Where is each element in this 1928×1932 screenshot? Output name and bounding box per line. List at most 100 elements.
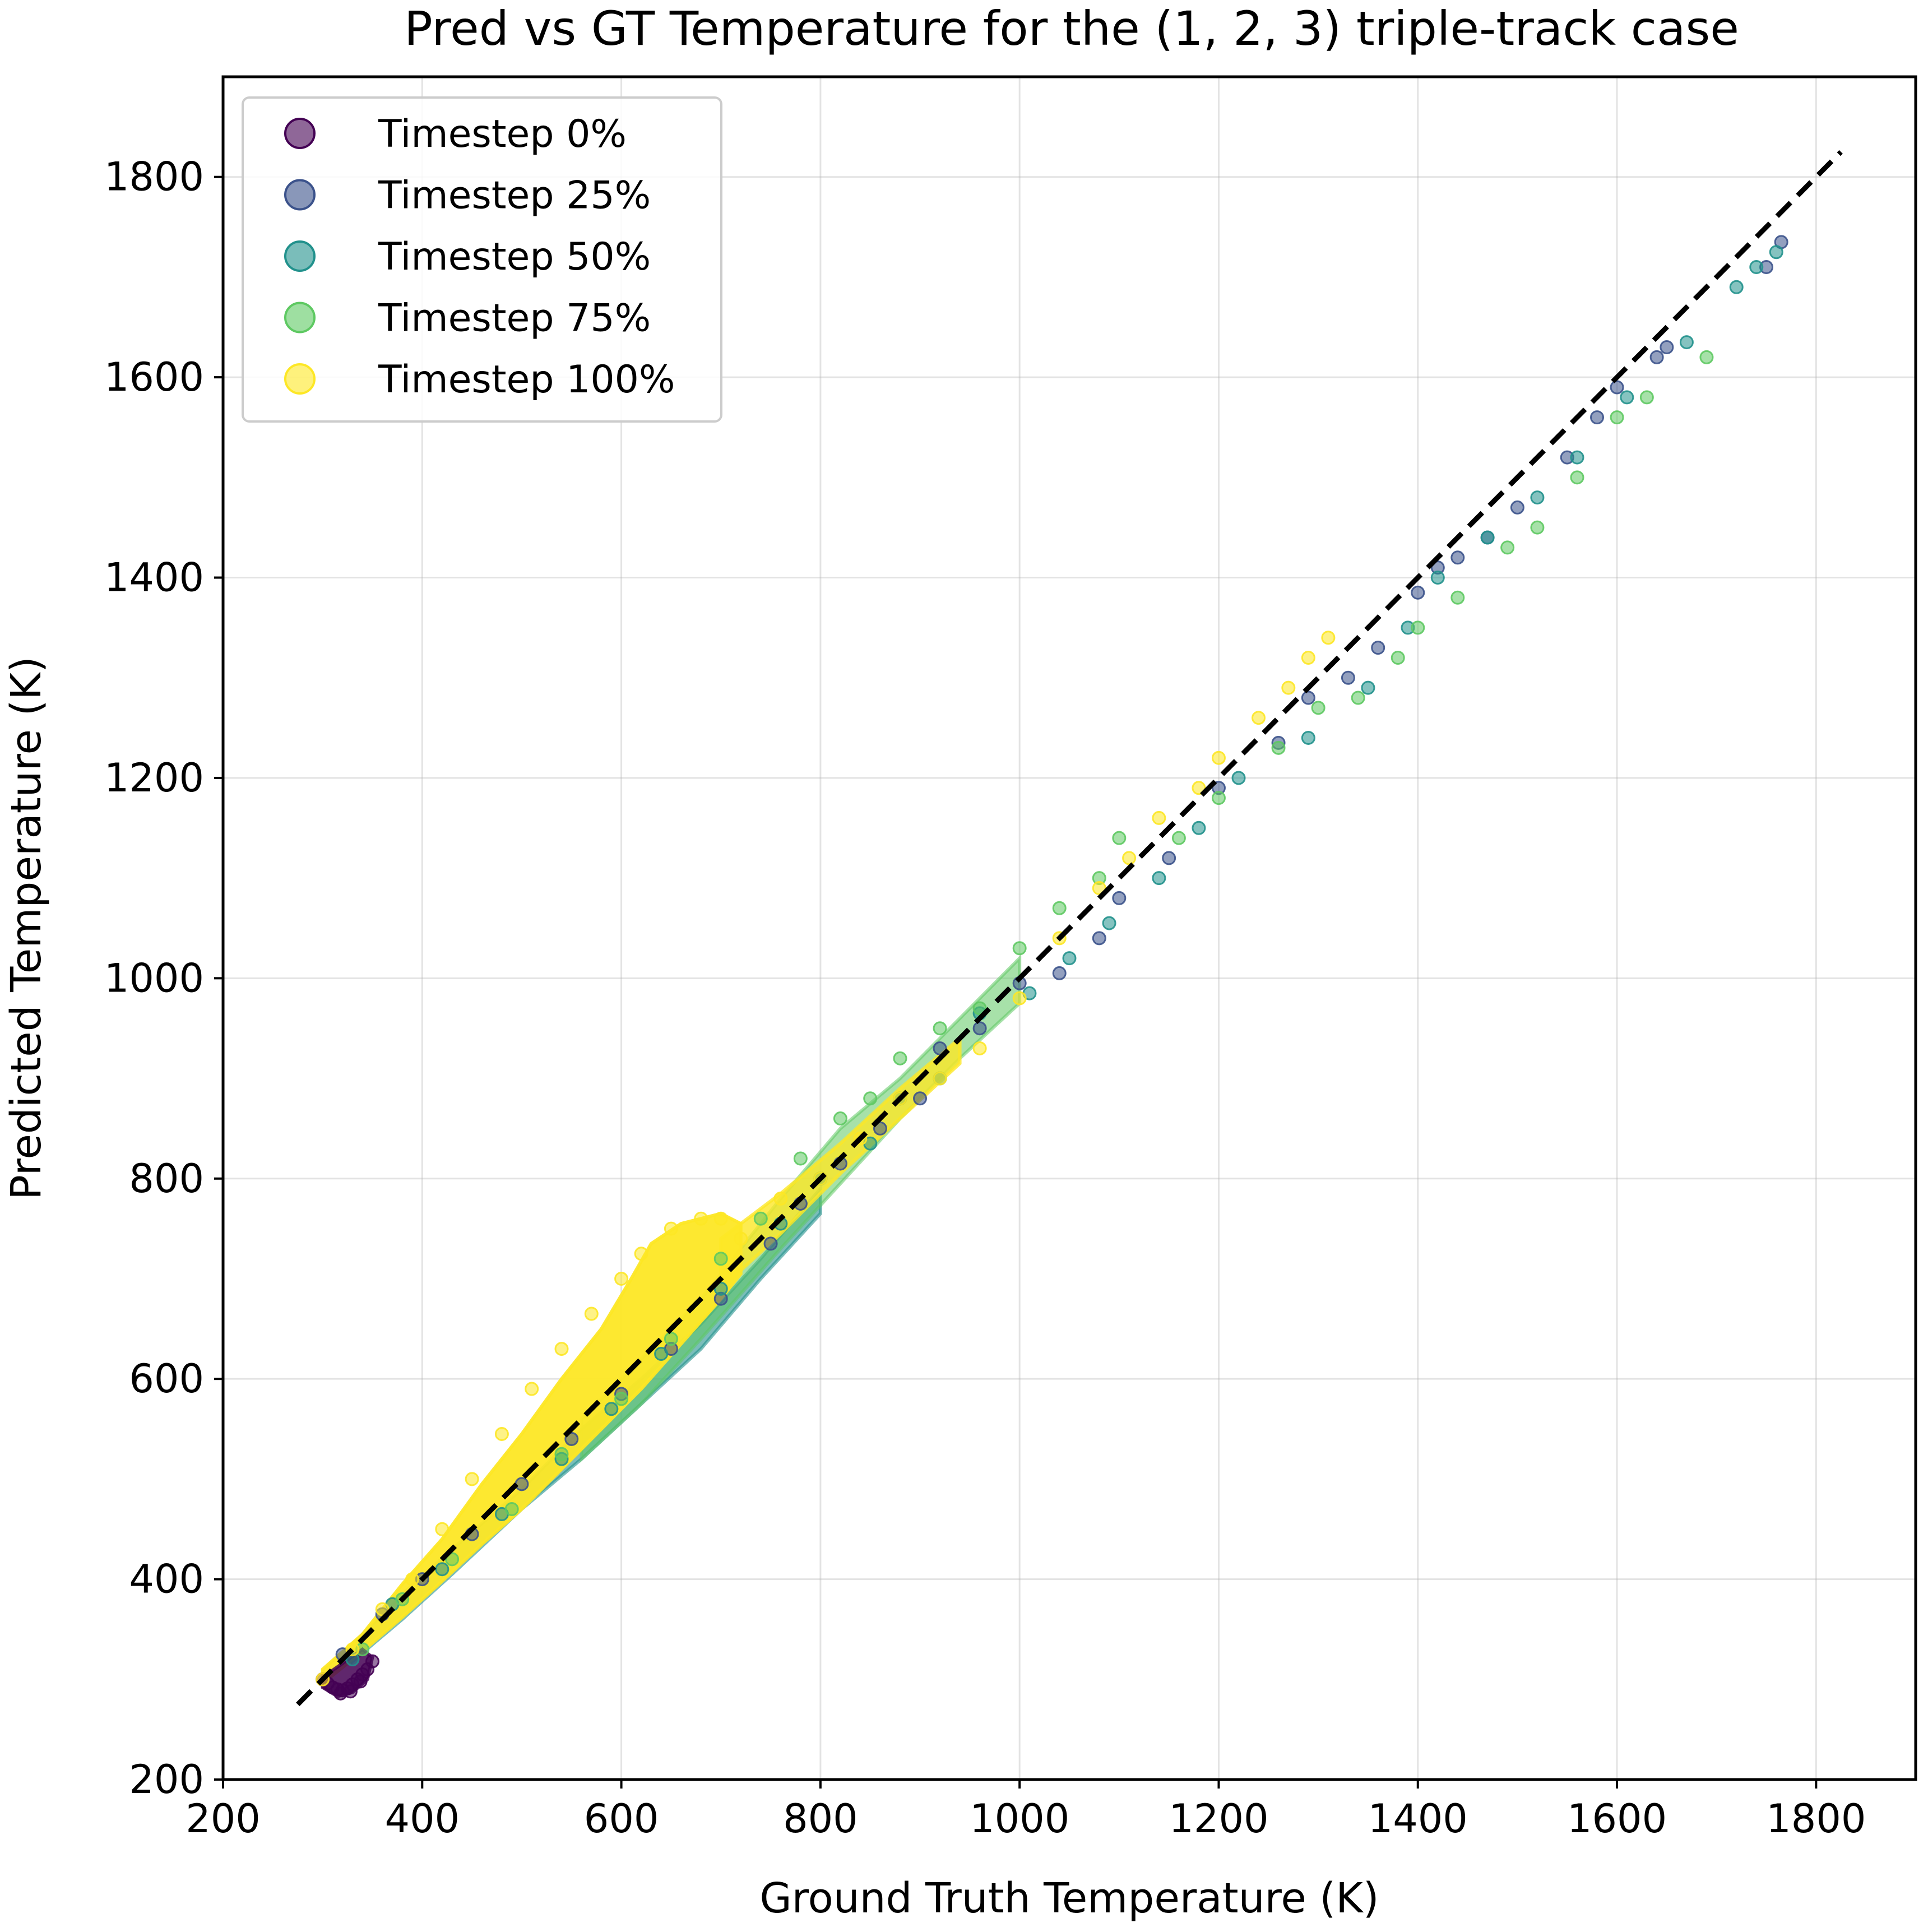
scatter-point-series-2 xyxy=(1729,280,1744,294)
legend-box xyxy=(242,96,722,423)
scatter-point-series-2 xyxy=(604,1402,619,1416)
scatter-point-series-1 xyxy=(873,1121,887,1136)
scatter-point-series-1 xyxy=(1510,500,1524,515)
scatter-point-series-1 xyxy=(972,1021,987,1036)
legend-label: Timestep 50% xyxy=(378,235,651,279)
scatter-point-series-4 xyxy=(465,1472,479,1486)
scatter-point-series-1 xyxy=(913,1091,928,1106)
scatter-point-series-3 xyxy=(1570,470,1584,485)
scatter-point-series-2 xyxy=(1192,821,1206,835)
y-tick-label: 1200 xyxy=(104,755,204,801)
scatter-point-series-4 xyxy=(614,1271,629,1286)
scatter-point-series-1 xyxy=(1301,691,1315,705)
x-tick-label: 400 xyxy=(384,1796,460,1842)
scatter-point-series-4 xyxy=(375,1602,390,1616)
scatter-point-series-2 xyxy=(1620,390,1634,405)
scatter-point-series-3 xyxy=(1639,390,1654,405)
scatter-point-series-4 xyxy=(734,1231,748,1246)
scatter-point-series-4 xyxy=(1252,711,1266,725)
scatter-point-series-4 xyxy=(1152,810,1166,825)
scatter-point-series-1 xyxy=(1371,641,1385,655)
scatter-point-series-2 xyxy=(1530,490,1545,505)
y-tick-label: 600 xyxy=(129,1356,204,1402)
scatter-point-series-3 xyxy=(893,1051,907,1065)
scatter-point-series-3 xyxy=(972,1001,987,1016)
scatter-point-series-1 xyxy=(515,1477,529,1491)
scatter-point-series-2 xyxy=(1430,571,1445,585)
scatter-point-series-4 xyxy=(694,1211,708,1226)
scatter-point-series-1 xyxy=(1590,410,1605,425)
scatter-points xyxy=(316,235,1788,1701)
scatter-point-series-3 xyxy=(1052,901,1067,915)
y-tick-label: 1600 xyxy=(104,354,204,400)
scatter-point-series-1 xyxy=(1112,891,1127,905)
scatter-point-series-1 xyxy=(1341,670,1355,685)
scatter-point-series-4 xyxy=(972,1041,987,1055)
y-tick-label: 200 xyxy=(129,1757,204,1803)
legend-label: Timestep 0% xyxy=(378,112,627,156)
scatter-point-series-3 xyxy=(1012,941,1027,956)
scatter-point-series-2 xyxy=(1679,335,1694,350)
scatter-point-series-2 xyxy=(1152,871,1166,886)
legend-label: Timestep 25% xyxy=(378,174,651,218)
scatter-point-series-4 xyxy=(664,1221,678,1236)
legend-marker xyxy=(284,118,316,149)
scatter-point-series-3 xyxy=(554,1447,569,1461)
scatter-point-series-2 xyxy=(1301,730,1315,745)
y-tick-label: 1800 xyxy=(104,154,204,200)
scatter-point-series-3 xyxy=(1500,540,1515,555)
scatter-point-series-4 xyxy=(1092,881,1106,896)
scatter-point-series-0 xyxy=(353,1674,368,1689)
scatter-point-series-0 xyxy=(343,1684,358,1699)
y-tick-label: 400 xyxy=(129,1556,204,1602)
scatter-point-series-3 xyxy=(713,1252,728,1266)
scatter-point-series-3 xyxy=(664,1332,678,1346)
identity-reference-line xyxy=(296,150,1843,1707)
scatter-point-series-3 xyxy=(1411,620,1425,635)
x-axis-ticks: 200 400 600 800 1000 1200 1400 1600 1800 xyxy=(186,1780,1866,1842)
x-tick-label: 1800 xyxy=(1766,1796,1866,1842)
y-axis-ticks: 200 400 600 800 1000 1200 1400 1600 1800 xyxy=(104,154,223,1803)
x-tick-label: 1600 xyxy=(1567,1796,1667,1842)
scatter-point-series-4 xyxy=(1012,991,1027,1006)
scatter-point-series-2 xyxy=(1570,450,1584,465)
scatter-point-series-4 xyxy=(494,1426,509,1441)
x-tick-label: 600 xyxy=(584,1796,659,1842)
scatter-point-series-2 xyxy=(1749,260,1764,275)
scatter-point-series-4 xyxy=(1321,631,1336,645)
scatter-point-series-1 xyxy=(564,1431,579,1446)
scatter-point-series-3 xyxy=(1450,590,1465,605)
scatter-point-series-4 xyxy=(435,1522,449,1536)
scatter-point-series-3 xyxy=(793,1151,808,1166)
y-tick-label: 800 xyxy=(129,1156,204,1202)
legend-marker xyxy=(284,363,316,395)
scatter-point-series-3 xyxy=(1391,650,1405,665)
scatter-point-series-3 xyxy=(504,1502,519,1516)
scatter-point-series-3 xyxy=(1311,701,1326,715)
scatter-point-series-4 xyxy=(1122,851,1137,865)
x-tick-label: 1400 xyxy=(1368,1796,1468,1842)
scatter-point-series-3 xyxy=(1610,410,1624,425)
legend: Timestep 0% Timestep 25% Timestep 50% Times… xyxy=(242,96,722,423)
scatter-point-series-2 xyxy=(1231,771,1246,785)
scatter-point-series-3 xyxy=(1171,831,1186,845)
scatter-point-series-3 xyxy=(614,1392,629,1406)
scatter-point-series-2 xyxy=(435,1562,449,1577)
y-tick-label: 1400 xyxy=(104,555,204,601)
scatter-point-series-4 xyxy=(405,1572,420,1587)
scatter-point-series-4 xyxy=(634,1247,648,1261)
scatter-point-series-4 xyxy=(713,1211,728,1226)
x-tick-label: 800 xyxy=(783,1796,858,1842)
scatter-point-series-3 xyxy=(833,1111,847,1126)
legend-label: Timestep 100% xyxy=(378,358,675,402)
scatter-point-series-3 xyxy=(1530,520,1545,535)
scatter-point-series-3 xyxy=(1271,740,1286,755)
scatter-point-series-4 xyxy=(1301,650,1315,665)
legend-marker xyxy=(284,179,316,211)
x-tick-label: 1200 xyxy=(1169,1796,1268,1842)
x-axis-label: Ground Truth Temperature (K) xyxy=(759,1874,1379,1922)
scatter-point-series-3 xyxy=(1699,350,1714,364)
scatter-point-series-4 xyxy=(584,1306,599,1321)
scatter-point-series-1 xyxy=(1411,585,1425,600)
